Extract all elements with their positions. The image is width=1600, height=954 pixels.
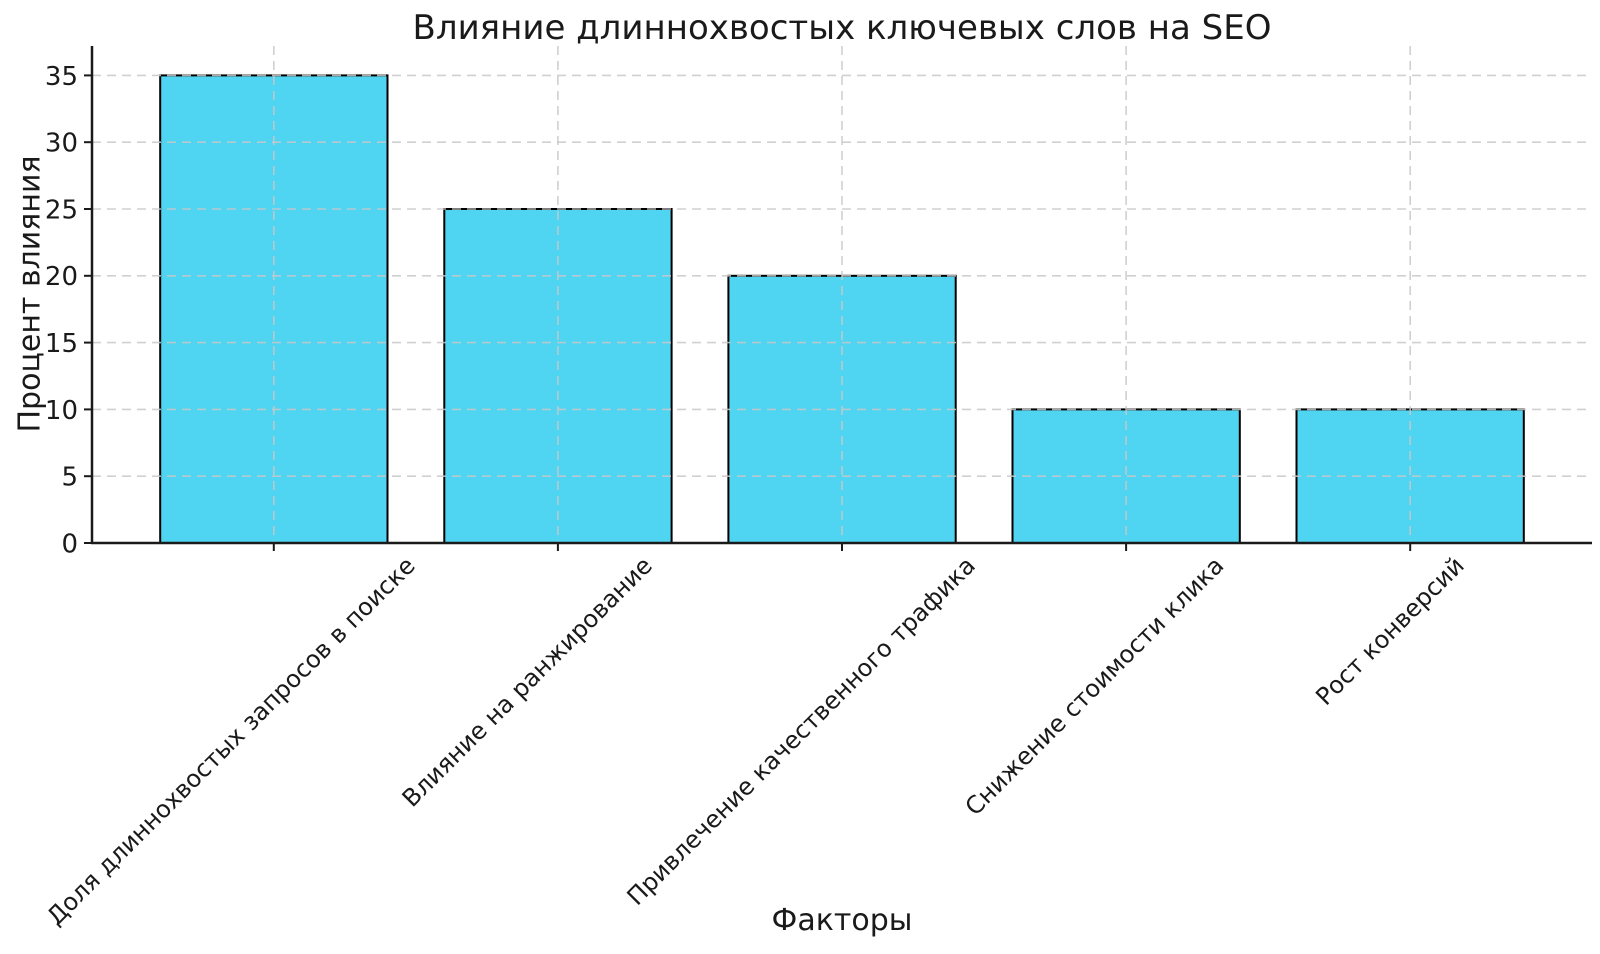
- x-tick-label: Рост конверсий: [1310, 551, 1469, 710]
- x-axis-label: Факторы: [771, 903, 913, 938]
- y-tick-label: 30: [45, 129, 78, 159]
- x-tick-label: Снижение стоимости клика: [960, 551, 1230, 821]
- y-axis-label: Процент влияния: [12, 155, 48, 433]
- y-tick-label: 25: [45, 195, 78, 225]
- chart-title: Влияние длиннохвостых ключевых слов на S…: [412, 8, 1272, 48]
- y-tick-label: 15: [45, 329, 78, 359]
- bar: [1295, 408, 1525, 544]
- x-tick-label: Влияние на ранжирование: [397, 551, 658, 812]
- grid-group: [92, 46, 1592, 543]
- x-tick-label: Доля длиннохвостых запросов в поиске: [41, 551, 420, 930]
- axes-group: [84, 46, 1592, 551]
- bar: [1011, 408, 1241, 544]
- y-tick-label: 35: [45, 62, 78, 92]
- y-tick-label: 5: [61, 463, 78, 493]
- y-tick-label: 0: [61, 529, 78, 559]
- y-tick-label: 20: [45, 262, 78, 292]
- x-tick-label: Привлечение качественного трафика: [622, 551, 981, 910]
- y-tick-label: 10: [45, 396, 78, 426]
